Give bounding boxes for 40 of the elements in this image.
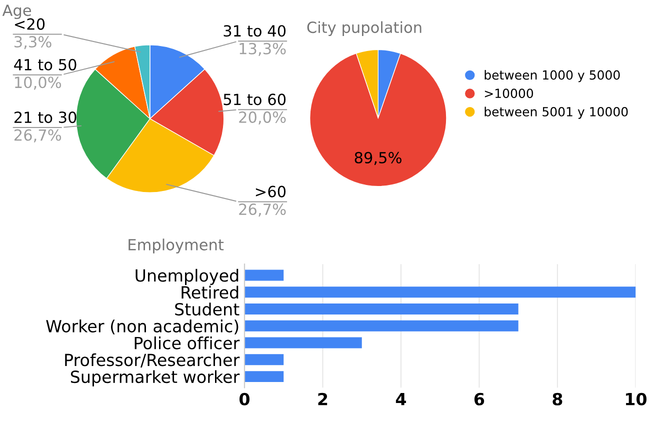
slice-label: >60 [256, 186, 286, 198]
y-tick-label: Retired [182, 286, 238, 299]
chart-title: Employment [128, 238, 224, 254]
x-tick-label: 6 [474, 392, 484, 406]
y-tick-label: Student [175, 302, 240, 316]
slice-label: 21 to 30 [14, 112, 76, 124]
y-tick-label: Worker (non academic) [46, 320, 238, 334]
y-tick-label: Supermarket worker [70, 370, 240, 386]
data-label: 20,0% [239, 111, 286, 125]
bar [244, 354, 284, 366]
x-tick-label: 4 [396, 393, 406, 406]
bar [244, 337, 362, 348]
bar [244, 270, 284, 281]
bar [244, 371, 284, 382]
bar [244, 304, 518, 314]
data-label: 13,3% [240, 42, 286, 56]
y-tick-label: Police officer [134, 336, 240, 350]
bar [244, 320, 518, 332]
data-label: 89,5% [354, 152, 402, 165]
chart-title: City pupolation [307, 21, 422, 36]
y-tick-label: Professor/Researcher [65, 353, 240, 368]
data-label: 26,7% [239, 204, 286, 217]
slice-label: 31 to 40 [224, 25, 286, 37]
legend-label: >10000 [484, 88, 534, 98]
slice-label: 41 to 50 [14, 58, 76, 70]
bar [244, 286, 636, 298]
y-tick-label: Unemployed [136, 268, 238, 286]
x-tick-label: 2 [318, 392, 328, 406]
x-tick-label: 0 [240, 392, 250, 406]
pie-slice [310, 52, 447, 187]
slice-label: 51 to 60 [224, 94, 286, 106]
data-label: 26,7% [14, 129, 62, 142]
data-label: 10,0% [15, 76, 62, 90]
data-label: 3,3% [14, 36, 52, 50]
x-tick-label: 8 [552, 392, 562, 406]
chart-title: Age [2, 4, 32, 20]
x-tick-label: 10 [626, 392, 646, 406]
legend-label: between 1000 y 5000 [484, 70, 620, 82]
legend-label: between 5001 y 10000 [484, 106, 628, 119]
slice-label: <20 [14, 18, 45, 30]
